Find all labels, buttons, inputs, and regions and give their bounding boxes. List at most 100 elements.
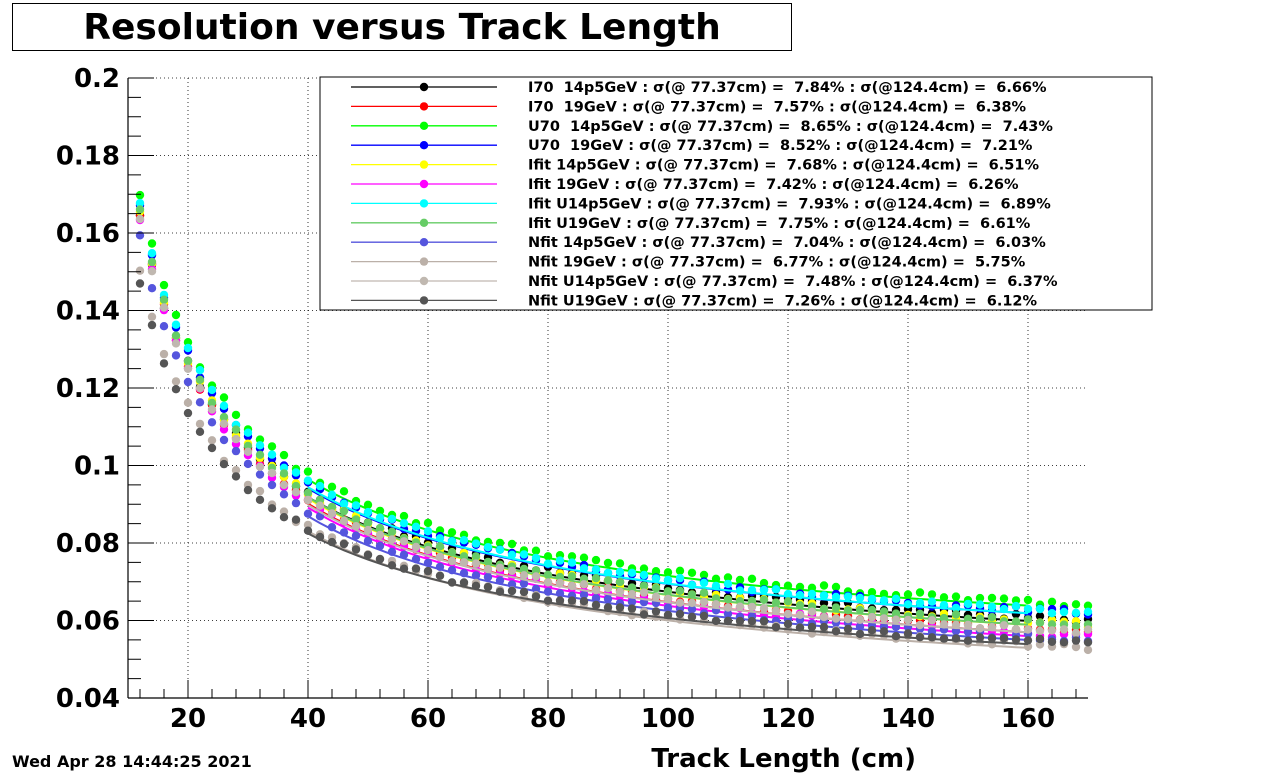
legend-marker	[419, 296, 429, 305]
series-7-point	[1035, 604, 1045, 614]
timestamp: Wed Apr 28 14:44:25 2021	[12, 752, 252, 771]
legend-entry-2: I70 19GeV : σ(@ 77.37cm) = 7.57% : σ(@12…	[351, 99, 1027, 115]
series-11-point	[651, 592, 661, 602]
series-7-point	[375, 513, 385, 522]
series-11-point	[219, 419, 229, 428]
series-11-point	[1035, 626, 1045, 635]
series-3-point	[759, 578, 769, 588]
series-11-point	[927, 616, 937, 625]
series-12-point	[555, 596, 565, 605]
series-12-point	[795, 623, 805, 632]
series-8-point	[723, 595, 733, 604]
series-8-point	[747, 596, 757, 606]
marks-layer	[135, 190, 1093, 655]
series-11-point	[519, 571, 529, 580]
series-12-point	[615, 603, 625, 612]
series-8-point	[639, 581, 649, 591]
series-12-point	[147, 320, 157, 330]
series-12-point	[1071, 636, 1081, 645]
series-8-point	[255, 450, 265, 459]
series-3-point	[711, 574, 721, 583]
series-7-point	[831, 592, 841, 602]
series-9-point	[447, 566, 457, 575]
series-3-point	[663, 568, 673, 577]
series-12-point	[783, 619, 793, 629]
series-3-point	[831, 582, 841, 592]
series-7-point	[1083, 607, 1093, 616]
series-12-point	[651, 607, 661, 616]
series-7-point	[1023, 604, 1033, 614]
series-12-point	[579, 597, 589, 606]
series-11-point	[387, 535, 397, 544]
series-9-point	[723, 609, 733, 618]
series-7-point	[915, 598, 925, 608]
legend-label: Nfit U19GeV : σ(@ 77.37cm) = 7.26% : σ(@…	[528, 293, 1038, 309]
series-8-point	[1023, 615, 1033, 624]
series-12-point	[483, 582, 493, 592]
series-12-point	[771, 623, 781, 632]
series-11-point	[495, 563, 505, 572]
series-9-point	[255, 470, 265, 479]
series-11-point	[1023, 625, 1033, 634]
series-9-point	[495, 576, 505, 585]
legend-label: Ifit U14p5GeV : σ(@ 77.37cm) = 7.93% : σ…	[528, 196, 1051, 212]
series-11-point	[351, 522, 361, 531]
series-10-point	[171, 377, 181, 386]
series-9-point	[927, 627, 937, 636]
series-12-point	[759, 617, 769, 626]
series-3-point	[1083, 601, 1093, 610]
series-12-point	[255, 495, 265, 504]
series-3-point	[303, 467, 313, 476]
series-3-point	[735, 575, 745, 585]
series-9-point	[483, 572, 493, 582]
series-11-point	[459, 558, 469, 567]
series-7-point	[459, 536, 469, 545]
series-8-point	[555, 572, 565, 582]
series-8-point	[375, 523, 385, 533]
series-7-point	[723, 579, 733, 589]
series-7-point	[651, 574, 661, 583]
series-11-point	[435, 552, 445, 562]
series-8-point	[1035, 618, 1045, 627]
series-8-point	[183, 356, 193, 366]
series-9-point	[243, 459, 253, 469]
series-3-point	[615, 559, 625, 568]
x-tick-label: 140	[881, 704, 935, 734]
series-10-point	[159, 349, 169, 359]
series-10-point	[231, 466, 241, 475]
series-11-point	[939, 620, 949, 629]
series-12-point	[927, 633, 937, 642]
series-11-point	[867, 612, 877, 622]
legend-entry-6: Ifit 19GeV : σ(@ 77.37cm) = 7.42% : σ(@1…	[351, 177, 1019, 193]
legend-label: Ifit U19GeV : σ(@ 77.37cm) = 7.75% : σ(@…	[528, 216, 1031, 232]
series-3-point	[951, 592, 961, 601]
series-3-point	[603, 558, 613, 568]
series-9-point	[519, 579, 529, 588]
series-11-point	[1047, 626, 1057, 635]
series-7-point	[183, 343, 193, 353]
series-12-point	[543, 596, 553, 605]
series-11-point	[783, 609, 793, 619]
series-8-point	[351, 515, 361, 524]
series-7-point	[759, 585, 769, 595]
legend-marker	[419, 121, 429, 130]
series-7-point	[327, 490, 337, 499]
series-12-point	[219, 459, 229, 469]
series-12-point	[879, 627, 889, 636]
series-12-point	[1023, 636, 1033, 645]
series-12-point	[279, 513, 289, 522]
series-3-point	[699, 570, 709, 580]
series-3-point	[423, 518, 433, 528]
legend-label: Nfit 14p5GeV : σ(@ 77.37cm) = 7.04% : σ(…	[528, 235, 1046, 251]
series-9-point	[387, 547, 397, 556]
series-9-point	[435, 562, 445, 571]
series-11-point	[267, 468, 277, 478]
series-7-point	[411, 522, 421, 531]
series-3-point	[939, 593, 949, 602]
series-9-point	[363, 536, 373, 546]
series-3-point	[783, 581, 793, 590]
series-7-point	[291, 468, 301, 477]
series-3-point	[339, 487, 349, 496]
series-8-point	[759, 595, 769, 604]
series-12-point	[303, 526, 313, 535]
